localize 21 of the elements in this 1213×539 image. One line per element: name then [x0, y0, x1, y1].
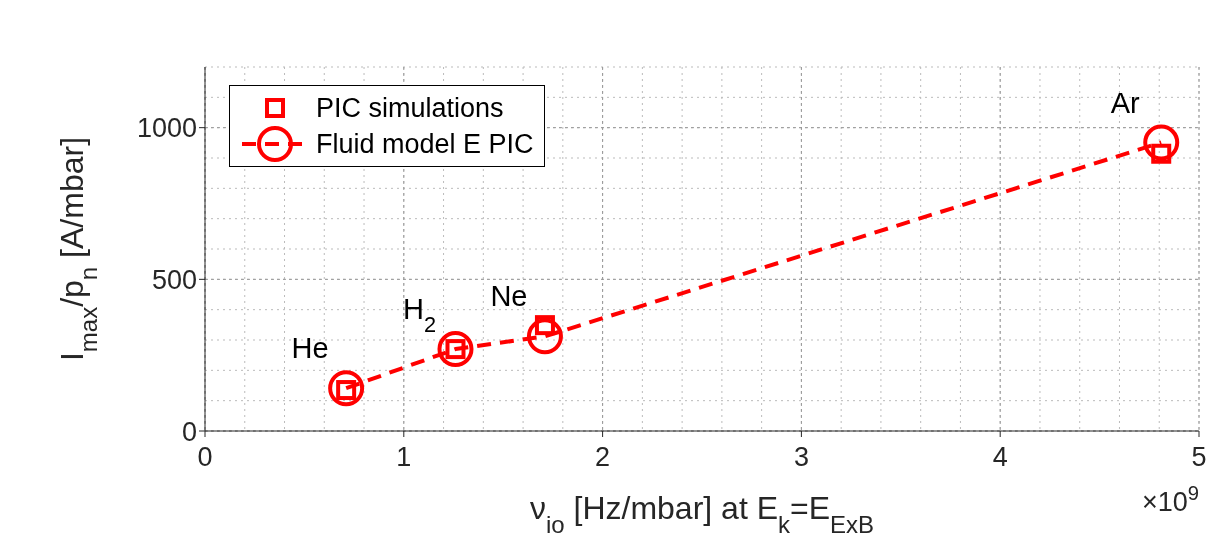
- point: [534, 315, 555, 336]
- annotation: Ar: [1110, 86, 1141, 119]
- y-tick-label: 0: [181, 416, 197, 447]
- text: ×10$^{9}$: [1141, 482, 1199, 517]
- legend-label: Fluid model E PIC: [316, 128, 534, 160]
- x-tick-label: 4: [992, 442, 1008, 473]
- x-tick-label: 3: [793, 442, 809, 473]
- legend-label: PIC simulations: [316, 92, 504, 124]
- x-tick-label: 2: [595, 442, 611, 473]
- x-tick-label: 5: [1191, 442, 1207, 473]
- annotation: H$_{2}$: [402, 293, 437, 337]
- x-tick-label: 1: [396, 442, 412, 473]
- y-tick-label: 1000: [136, 113, 197, 144]
- annotation: He: [291, 332, 329, 365]
- point: [1143, 124, 1180, 161]
- y-tick-label: 500: [151, 264, 197, 295]
- x-axis-title: ν$_{io}$ [Hz/mbar] at E$_{k}$=E$_{ExB}$: [529, 490, 875, 538]
- point: [526, 318, 563, 355]
- point: [1151, 143, 1172, 164]
- annotation: Ne: [490, 280, 528, 313]
- point: [328, 370, 365, 407]
